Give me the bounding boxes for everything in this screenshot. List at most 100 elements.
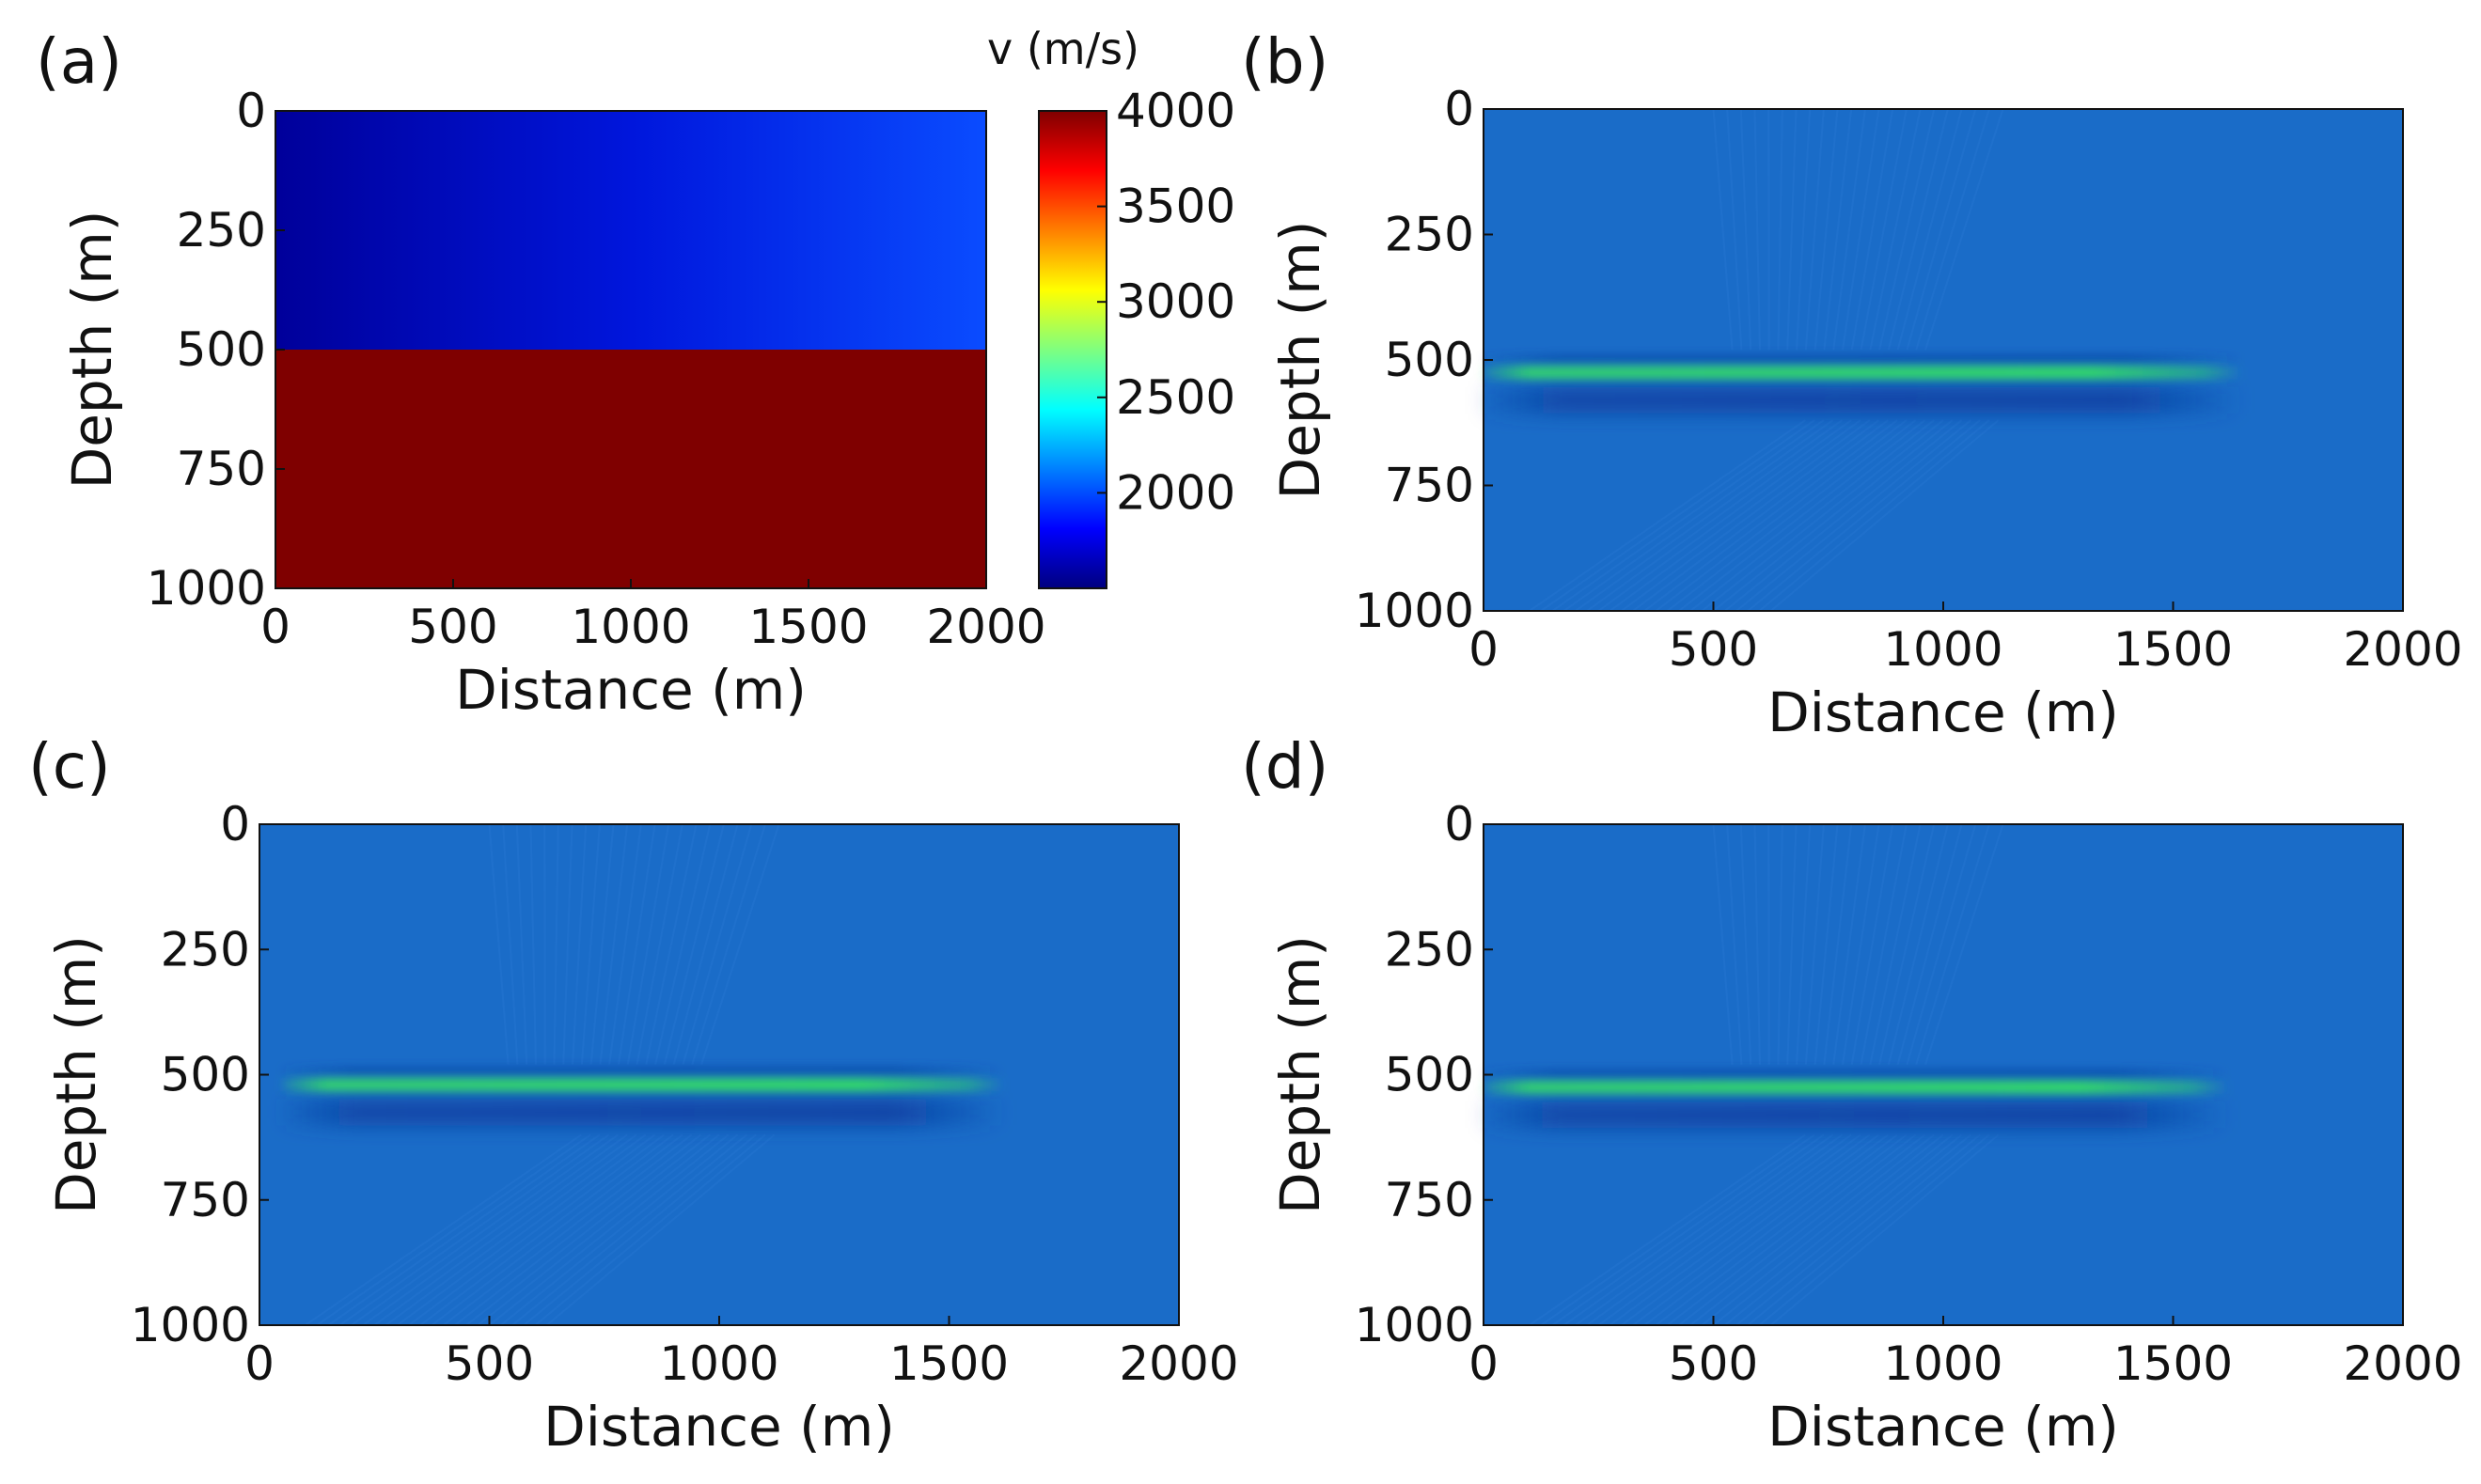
artifact-line (1655, 419, 1908, 611)
artifact-line (1739, 824, 1752, 1065)
x-axis-label: Distance (m) (455, 658, 807, 722)
artifact-line (1832, 109, 1866, 351)
artifact-line (385, 1133, 647, 1325)
artifact-line (1896, 824, 1963, 1066)
y-tick-label: 250 (1385, 922, 1474, 976)
y-tick-label: 0 (236, 84, 266, 138)
plot-area (1484, 824, 2403, 1325)
artifact-line (1814, 109, 1839, 351)
artifact-line (1726, 824, 1743, 1065)
y-tick-label: 500 (1385, 333, 1474, 387)
artifact-line (1814, 824, 1839, 1065)
artifact-line (1632, 419, 1889, 611)
artifact-line (488, 1133, 730, 1325)
lower-layer (275, 350, 986, 588)
artifact-line (1666, 419, 1917, 611)
artifact-line (431, 1133, 683, 1325)
reflector-trough (1484, 1101, 2229, 1129)
artifact-line (1823, 824, 1853, 1065)
artifact-line (543, 824, 546, 1065)
artifact-line (1540, 419, 1815, 611)
artifact-line (1689, 1133, 1935, 1325)
panel-label: (d) (1241, 730, 1328, 803)
colorbar-label: v (m/s) (987, 23, 1139, 74)
artifact-line (645, 824, 698, 1066)
artifact-line (1597, 1133, 1861, 1325)
x-tick-label: 500 (445, 1336, 534, 1391)
artifact-line (502, 824, 519, 1065)
y-axis-label: Depth (m) (60, 211, 124, 490)
y-tick-label: 500 (161, 1048, 250, 1102)
artifact-line (1586, 419, 1852, 611)
artifact-line (1701, 419, 1944, 611)
y-tick-label: 250 (177, 203, 266, 258)
artifact-line (1575, 1133, 1844, 1325)
x-axis-label: Distance (m) (543, 1395, 895, 1459)
artifact-line (477, 1133, 720, 1325)
artifact-line (1906, 824, 1977, 1066)
artifact-line (316, 1133, 591, 1325)
artifact-line (1562, 419, 1834, 611)
image-background (259, 824, 1179, 1325)
artifact-line (1915, 824, 1990, 1066)
x-axis-label: Distance (m) (1767, 680, 2119, 744)
x-tick-label: 1000 (1883, 622, 2002, 677)
artifact-line (1860, 109, 1908, 351)
artifact-line (454, 1133, 702, 1325)
artifact-line (1643, 419, 1898, 611)
artifact-line (1786, 824, 1798, 1065)
x-tick-label: 1500 (748, 600, 868, 654)
colorbar-scale (1038, 110, 1107, 589)
colorbar-tick-label: 2500 (1116, 370, 1235, 425)
artifact-line (1841, 824, 1880, 1065)
y-axis-label: Depth (m) (1268, 935, 1332, 1214)
reflector-trough (282, 1099, 1005, 1126)
artifact-line (1915, 109, 1990, 351)
artifact-line (1609, 419, 1871, 611)
artifact-line (1887, 109, 1949, 351)
x-axis-label: Distance (m) (1767, 1395, 2119, 1459)
colorbar-tick-label: 4000 (1116, 84, 1235, 138)
artifact-line (1747, 1133, 1981, 1325)
artifact-line (1632, 1133, 1889, 1325)
artifact-line (1586, 1133, 1852, 1325)
artifact-line (1758, 1133, 1990, 1325)
artifact-line (1735, 1133, 1971, 1325)
x-tick-label: 0 (244, 1336, 275, 1391)
plot-area (275, 111, 986, 588)
artifact-line (442, 1133, 693, 1325)
artifact-line (1562, 1133, 1834, 1325)
artifact-line (1878, 824, 1936, 1066)
y-tick-label: 1000 (1355, 1298, 1474, 1352)
artifact-line (562, 824, 573, 1065)
artifact-line (1643, 1133, 1898, 1325)
artifact-line (1724, 1133, 1963, 1325)
x-tick-label: 0 (1468, 622, 1499, 677)
artifact-line (327, 1133, 601, 1325)
artifact-line (636, 824, 683, 1066)
artifact-line (1551, 419, 1825, 611)
x-tick-label: 2000 (2343, 1336, 2462, 1391)
reflector-precursor (282, 1068, 1005, 1074)
artifact-line (1712, 1133, 1954, 1325)
artifact-line (338, 1133, 610, 1325)
artifact-line (1796, 109, 1812, 351)
y-tick-label: 250 (161, 922, 250, 976)
x-tick-label: 1000 (659, 1336, 778, 1391)
artifact-line (1575, 419, 1844, 611)
reflector-peak (1484, 366, 2242, 380)
artifact-line (1712, 824, 1734, 1065)
reflector-peak (1484, 1080, 2229, 1094)
artifact-line (500, 1133, 739, 1325)
panel-d: (d)0 500 1000 1500 200002505007501000Distanc… (1241, 730, 2463, 1459)
y-tick-label: 750 (161, 1173, 250, 1227)
y-tick-label: 750 (177, 442, 266, 496)
panel-label: (b) (1241, 25, 1328, 98)
artifact-line (1777, 824, 1783, 1065)
artifact-line (1724, 419, 1963, 611)
artifact-line (663, 824, 725, 1066)
artifact-line (1924, 824, 2004, 1066)
artifact-line (1769, 419, 2000, 611)
artifact-line (1689, 419, 1935, 611)
